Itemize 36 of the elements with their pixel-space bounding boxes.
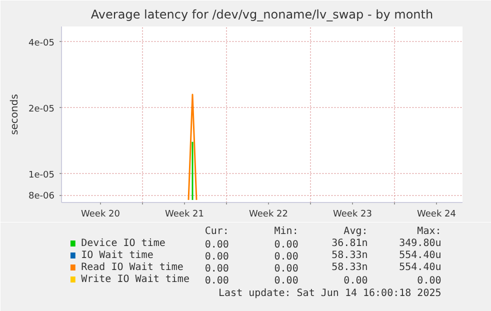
legend-label: Write IO Wait time [81, 274, 190, 285]
y-tick-label: 2e-05 [28, 104, 55, 114]
text: 0.00 [204, 240, 229, 250]
x-tick-label: Week 24 [417, 210, 456, 220]
x-tick-label: Week 21 [165, 210, 204, 220]
text: 0.00 [204, 264, 229, 274]
text: Last update: Sat Jun 14 16:00:18 2025 [218, 288, 442, 299]
text: 0.00 [274, 264, 298, 274]
text: Cur: [204, 226, 229, 237]
y-tick-label: 4e-05 [28, 38, 55, 48]
text: 0.00 [274, 252, 298, 262]
text: 0.00 [417, 276, 442, 286]
text: 58.33n [332, 250, 368, 261]
text: 0.00 [274, 276, 298, 286]
text: 0.00 [344, 276, 368, 286]
text: Min: [274, 226, 298, 237]
text: 58.33n [332, 262, 368, 273]
text: 36.81n [332, 238, 368, 249]
text: 554.40u [399, 262, 442, 273]
chart-title: Average latency for /dev/vg_noname/lv_swap - by month [90, 8, 434, 22]
text: Max: [417, 226, 442, 237]
x-tick-label: Week 20 [81, 210, 120, 220]
text: Avg: [344, 226, 368, 237]
text: 0.00 [204, 252, 229, 262]
legend-label: Device IO time [81, 238, 166, 249]
text: 349.80u [399, 238, 442, 249]
y-tick-label: 8e-06 [28, 192, 55, 202]
x-tick-label: Week 22 [249, 210, 288, 220]
legend-label: Read IO Wait time [81, 262, 184, 273]
legend-label: IO Wait time [81, 250, 154, 261]
y-axis-title: seconds [10, 94, 21, 135]
text: 0.00 [274, 240, 298, 250]
text: 0.00 [204, 276, 229, 286]
text: 554.40u [399, 250, 442, 261]
y-tick-label: 1e-05 [28, 170, 55, 180]
x-tick-label: Week 23 [333, 210, 372, 220]
